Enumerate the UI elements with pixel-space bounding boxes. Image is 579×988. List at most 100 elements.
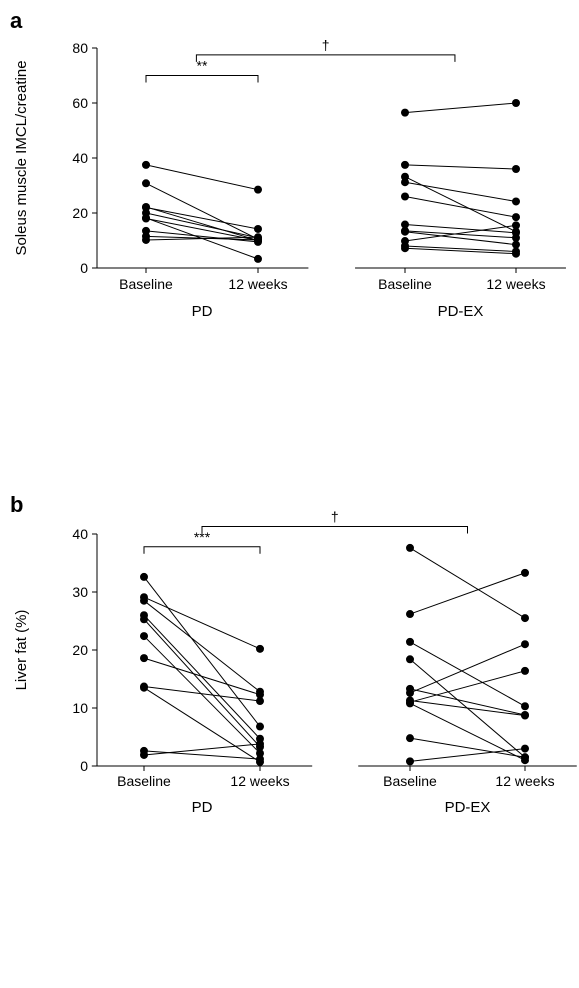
y-axis-label: Soleus muscle IMCL/creatine xyxy=(13,60,30,255)
x-category-label: Baseline xyxy=(119,276,173,292)
data-point-baseline xyxy=(140,683,148,692)
data-point-12-weeks xyxy=(521,568,529,577)
paired-line xyxy=(404,245,517,252)
data-point-baseline xyxy=(406,688,414,697)
data-point-baseline xyxy=(406,734,414,743)
paired-line xyxy=(145,230,259,243)
significance-bracket xyxy=(145,75,259,83)
paired-line xyxy=(404,247,517,255)
paired-line xyxy=(143,600,261,693)
data-point-baseline xyxy=(406,543,414,552)
paired-line xyxy=(145,217,259,260)
y-tick-label: 0 xyxy=(80,260,88,276)
data-point-baseline xyxy=(142,213,150,222)
paired-line xyxy=(404,196,517,218)
data-point-baseline xyxy=(140,615,148,624)
panel-a: a 0 20 40 60 80 Soleus muscle IMCL/creatine Bas… xyxy=(10,8,566,320)
significance-label: † xyxy=(322,37,330,53)
data-point-baseline xyxy=(142,203,150,212)
significance-label: † xyxy=(331,508,339,524)
data-point-baseline xyxy=(140,572,148,581)
data-point-12-weeks xyxy=(256,755,264,764)
data-point-12-weeks xyxy=(254,254,262,263)
data-point-baseline xyxy=(401,178,409,187)
data-point-baseline xyxy=(406,699,414,708)
data-point-baseline xyxy=(401,160,409,169)
data-point-baseline xyxy=(142,235,150,244)
data-point-12-weeks xyxy=(512,249,520,258)
x-category-label: 12 weeks xyxy=(486,276,545,292)
data-point-baseline xyxy=(406,757,414,766)
data-point-baseline xyxy=(406,655,414,664)
paired-line xyxy=(145,164,259,191)
x-category-label: Baseline xyxy=(383,773,437,789)
data-point-12-weeks xyxy=(521,744,529,753)
y-tick-label: 0 xyxy=(80,758,88,774)
data-point-baseline xyxy=(401,172,409,181)
paired-line xyxy=(143,618,261,748)
data-point-baseline xyxy=(406,610,414,619)
data-point-baseline xyxy=(401,227,409,236)
paired-line xyxy=(143,576,261,727)
x-category-label: Baseline xyxy=(117,773,171,789)
data-point-12-weeks xyxy=(512,165,520,173)
data-point-baseline xyxy=(140,750,148,759)
data-point-baseline xyxy=(142,179,150,188)
paired-line xyxy=(143,687,261,763)
significance-label: ** xyxy=(197,58,208,74)
data-point-12-weeks xyxy=(521,702,529,711)
y-tick-label: 10 xyxy=(72,700,88,716)
x-category-label: 12 weeks xyxy=(228,276,287,292)
x-category-label: 12 weeks xyxy=(495,773,554,789)
data-point-12-weeks xyxy=(254,224,262,233)
data-point-baseline xyxy=(401,192,409,201)
data-point-12-weeks xyxy=(512,99,520,107)
paired-line xyxy=(404,102,517,114)
y-axis-label: Liver fat (%) xyxy=(13,610,30,691)
y-tick-label: 60 xyxy=(72,95,88,111)
y-tick-label: 30 xyxy=(72,584,88,600)
data-point-baseline xyxy=(140,632,148,641)
paired-line xyxy=(404,231,517,246)
data-point-12-weeks xyxy=(512,213,520,222)
data-point-12-weeks xyxy=(256,749,264,758)
paired-line xyxy=(145,182,259,240)
data-point-baseline xyxy=(142,160,150,169)
y-tick-label: 40 xyxy=(72,150,88,166)
significance-bracket xyxy=(201,525,468,534)
paired-line xyxy=(404,230,517,239)
y-tick-label: 40 xyxy=(72,526,88,542)
paired-line xyxy=(409,670,526,703)
panel-letter: a xyxy=(10,8,23,33)
paired-line xyxy=(409,641,526,707)
data-point-12-weeks xyxy=(254,185,262,194)
significance-bracket xyxy=(143,546,261,554)
data-point-baseline xyxy=(140,654,148,663)
data-point-12-weeks xyxy=(512,221,520,230)
paired-line xyxy=(143,614,261,740)
x-category-label: Baseline xyxy=(378,276,432,292)
group-label: PD-EX xyxy=(445,799,491,816)
y-tick-label: 80 xyxy=(72,40,88,56)
paired-line xyxy=(143,750,261,760)
paired-line xyxy=(145,218,259,241)
data-point-baseline xyxy=(142,226,150,235)
x-category-label: 12 weeks xyxy=(230,773,289,789)
paired-line xyxy=(404,224,517,234)
paired-line xyxy=(143,743,261,756)
data-point-12-weeks xyxy=(256,722,264,731)
paired-line xyxy=(409,547,526,619)
paired-line xyxy=(143,635,261,754)
significance-label: *** xyxy=(194,529,211,545)
paired-line xyxy=(409,699,526,717)
y-tick-label: 20 xyxy=(72,642,88,658)
data-point-baseline xyxy=(401,108,409,117)
group-label: PD xyxy=(192,303,213,320)
paired-line xyxy=(143,596,261,650)
paired-line xyxy=(409,643,526,694)
data-point-baseline xyxy=(406,637,414,646)
paired-line xyxy=(145,206,259,241)
data-point-12-weeks xyxy=(256,690,264,699)
